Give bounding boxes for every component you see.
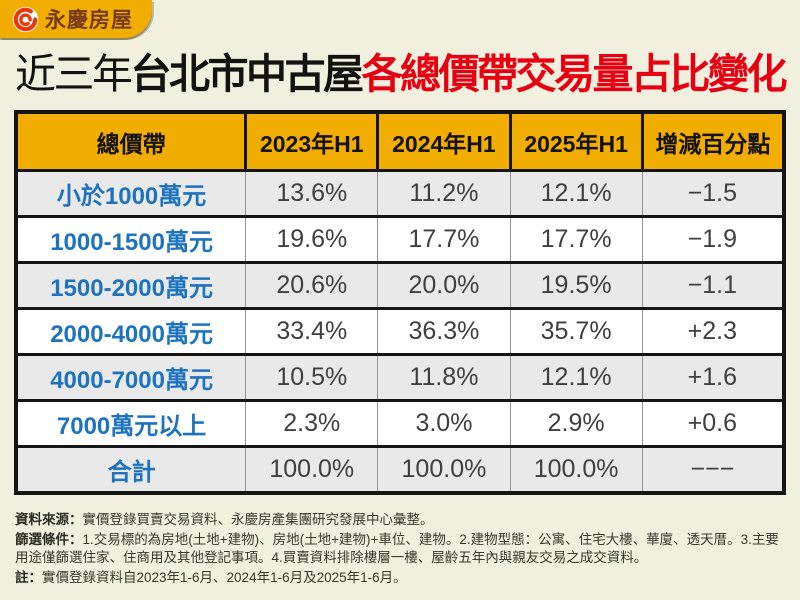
- page-title: 近三年 台北市中古屋 各總價帶交易量占比變化: [15, 45, 787, 103]
- brand-badge: 永慶房屋: [0, 0, 152, 38]
- cell-delta: −1.1: [641, 262, 782, 309]
- cell-2024: 3.0%: [377, 400, 511, 447]
- cell-2023: 2.3%: [245, 400, 378, 447]
- brand-name: 永慶房屋: [45, 9, 133, 32]
- title-part-subject: 台北市中古屋: [130, 50, 365, 97]
- table-row: 小於1000萬元 13.6% 11.2% 12.1% −1.5: [18, 170, 782, 217]
- cell-2023: 33.4%: [245, 308, 378, 355]
- table-row: 1000-1500萬元 19.6% 17.7% 17.7% −1.9: [18, 216, 782, 263]
- note-period-label: 註：: [15, 569, 42, 585]
- note-source: 資料來源：實價登錄買賣交易資料、永慶房產集團研究發展中心彙整。: [15, 511, 789, 529]
- cell-2023: 10.5%: [245, 354, 378, 401]
- row-label: 1000-1500萬元: [18, 216, 246, 263]
- cell-2023: 19.6%: [245, 216, 378, 263]
- row-label-total: 合計: [18, 446, 246, 491]
- cell-2024: 11.8%: [377, 354, 511, 401]
- note-filter-text: 1.交易標的為房地(土地+建物)、房地(土地+建物)+車位、建物。2.建物型態：…: [15, 531, 779, 565]
- col-header-2024h1: 2024年H1: [376, 114, 511, 171]
- note-period: 註：實價登錄資料自2023年1-6月、2024年1-6月及2025年1-6月。: [15, 569, 789, 587]
- table-header-row: 總價帶 2023年H1 2024年H1 2025年H1 增減百分點: [18, 114, 782, 171]
- cell-2025: 12.1%: [509, 354, 643, 401]
- cell-2025: 2.9%: [509, 400, 643, 447]
- note-filter-label: 篩選條件：: [15, 531, 83, 547]
- footnotes: 資料來源：實價登錄買賣交易資料、永慶房產集團研究發展中心彙整。 篩選條件：1.交…: [15, 511, 789, 589]
- cell-2025: 12.1%: [509, 170, 643, 217]
- table-row: 4000-7000萬元 10.5% 11.8% 12.1% +1.6: [18, 354, 782, 401]
- col-header-2023h1: 2023年H1: [244, 114, 378, 171]
- table-row: 1500-2000萬元 20.6% 20.0% 19.5% −1.1: [18, 262, 782, 309]
- table-row-total: 合計 100.0% 100.0% 100.0% −−−: [18, 446, 782, 491]
- note-source-text: 實價登錄買賣交易資料、永慶房產集團研究發展中心彙整。: [82, 512, 434, 527]
- row-label: 小於1000萬元: [18, 170, 246, 217]
- row-label: 1500-2000萬元: [18, 262, 246, 309]
- cell-delta-total: −−−: [641, 446, 782, 491]
- cell-delta: +0.6: [641, 400, 782, 447]
- cell-2023: 13.6%: [245, 170, 378, 217]
- cell-delta: +1.6: [641, 354, 782, 401]
- cell-2025: 17.7%: [509, 216, 643, 263]
- note-period-text: 實價登錄資料自2023年1-6月、2024年1-6月及2025年1-6月。: [42, 569, 407, 585]
- cell-delta: −1.5: [641, 170, 782, 217]
- title-part-period: 近三年: [15, 50, 133, 97]
- note-source-label: 資料來源：: [15, 512, 83, 527]
- cell-2024: 20.0%: [377, 262, 511, 309]
- cell-2025-total: 100.0%: [509, 446, 643, 491]
- row-label: 7000萬元以上: [18, 400, 246, 447]
- cell-2025: 35.7%: [509, 308, 643, 355]
- row-label: 4000-7000萬元: [18, 354, 246, 401]
- note-filter: 篩選條件：1.交易標的為房地(土地+建物)、房地(土地+建物)+車位、建物。2.…: [15, 531, 789, 567]
- row-label: 2000-4000萬元: [18, 308, 246, 355]
- cell-delta: −1.9: [641, 216, 782, 263]
- cell-2023: 20.6%: [245, 262, 378, 309]
- col-header-price-band: 總價帶: [18, 114, 246, 171]
- table-row: 7000萬元以上 2.3% 3.0% 2.9% +0.6: [18, 400, 782, 447]
- title-part-topic: 各總價帶交易量占比變化: [361, 50, 788, 97]
- cell-delta: +2.3: [641, 308, 782, 355]
- cell-2024: 11.2%: [377, 170, 511, 217]
- price-band-table: 總價帶 2023年H1 2024年H1 2025年H1 增減百分點 小於1000…: [14, 110, 786, 495]
- cell-2023-total: 100.0%: [245, 446, 378, 491]
- col-header-2025h1: 2025年H1: [508, 114, 643, 171]
- cell-2024: 17.7%: [377, 216, 511, 263]
- col-header-delta: 增減百分點: [640, 114, 782, 171]
- yungching-logo-icon: [12, 6, 39, 32]
- cell-2024: 36.3%: [377, 308, 511, 355]
- cell-2024-total: 100.0%: [377, 446, 511, 491]
- cell-2025: 19.5%: [509, 262, 643, 309]
- table-row: 2000-4000萬元 33.4% 36.3% 35.7% +2.3: [18, 308, 782, 355]
